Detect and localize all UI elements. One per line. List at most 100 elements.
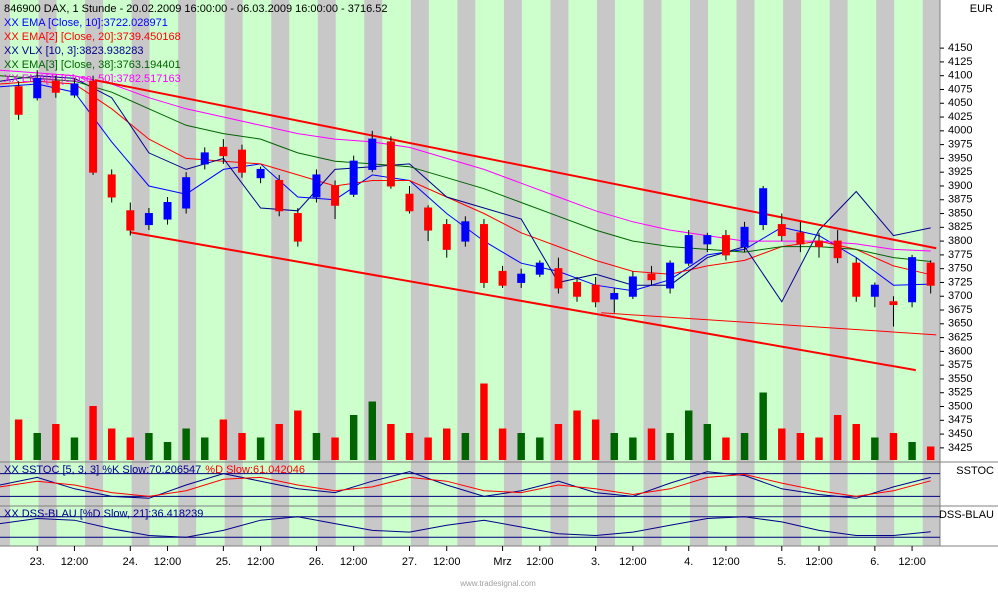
- session-gray: [457, 462, 476, 506]
- y-tick-label: 3675: [948, 304, 972, 316]
- session-gray: [690, 0, 709, 462]
- trend-line: [130, 231, 916, 372]
- y-tick-label: 3600: [948, 345, 972, 357]
- indicator-line: [0, 69, 931, 252]
- candle-body: [386, 141, 395, 187]
- volume-bar: [573, 410, 581, 460]
- candle-body: [684, 235, 693, 264]
- session-gray: [736, 462, 755, 506]
- session-gray: [364, 506, 383, 546]
- y-tick-label: 3925: [948, 166, 972, 178]
- session-gray: [457, 506, 476, 546]
- candle-body: [926, 262, 935, 286]
- volume-bar: [312, 433, 321, 460]
- session-gray: [317, 462, 336, 506]
- session-gray: [736, 506, 755, 546]
- volume-bar: [610, 433, 618, 460]
- volume-bar: [294, 410, 302, 460]
- candle-body: [293, 213, 302, 242]
- volume-bar: [387, 424, 395, 460]
- candle-body: [275, 179, 284, 212]
- y-tick-label: 4050: [948, 97, 972, 109]
- indicator-line: [0, 473, 931, 497]
- y-tick-label: 3650: [948, 318, 972, 330]
- y-tick-label: 4025: [948, 111, 972, 123]
- session-gray: [224, 462, 243, 506]
- chart-title: 846900 DAX, 1 Stunde - 20.02.2009 16:00:…: [4, 3, 387, 15]
- indicator-line: [0, 80, 931, 276]
- volume-bar: [163, 442, 172, 460]
- candle-body: [721, 235, 730, 256]
- x-tick-label: 12:00: [805, 556, 833, 568]
- session-gray: [317, 0, 336, 462]
- session-gray: [829, 0, 848, 462]
- candle-body: [908, 257, 917, 303]
- legend-entry: XX EMA[2] [Close, 20]:3739.450168: [4, 31, 181, 43]
- session-gray: [271, 506, 290, 546]
- session-gray: [0, 506, 10, 546]
- volume-bar: [201, 437, 209, 460]
- candle-body: [107, 174, 116, 198]
- candle-body: [424, 207, 433, 231]
- volume-bar: [666, 433, 674, 460]
- candle-body: [144, 213, 153, 226]
- pane-label: DSS-BLAU: [939, 509, 994, 521]
- candle-body: [498, 270, 507, 286]
- candle-body: [870, 284, 879, 297]
- indicator-line: [0, 471, 931, 499]
- volume-bar: [405, 433, 414, 460]
- x-tick-label: 24.: [123, 556, 138, 568]
- volume-bar: [703, 424, 712, 460]
- volume-bar: [461, 433, 470, 460]
- x-tick-label: 6.: [870, 556, 879, 568]
- session-gray: [596, 0, 615, 462]
- session-gray: [503, 506, 522, 546]
- volume-bar: [107, 428, 116, 460]
- legend-entry: XX VLX [10, 3]:3823.938283: [4, 45, 143, 57]
- volume-bar: [52, 424, 60, 460]
- volume-bar: [498, 428, 507, 460]
- session-gray: [876, 506, 895, 546]
- session-gray: [224, 0, 243, 462]
- volume-bar: [889, 433, 898, 460]
- candle-body: [331, 185, 340, 206]
- session-gray: [922, 506, 940, 546]
- session-gray: [178, 0, 197, 462]
- volume-bar: [33, 433, 41, 460]
- session-gray: [85, 506, 104, 546]
- session-gray: [410, 462, 429, 506]
- session-gray: [596, 506, 615, 546]
- volume-bar: [591, 419, 600, 460]
- candle-body: [815, 240, 824, 248]
- session-gray: [643, 0, 662, 462]
- candle-body: [833, 240, 842, 259]
- x-tick-label: 12:00: [247, 556, 275, 568]
- y-tick-label: 3825: [948, 221, 972, 233]
- candle-body: [628, 276, 637, 297]
- y-tick-label: 3850: [948, 207, 972, 219]
- session-gray: [0, 0, 10, 462]
- y-tick-label: 3500: [948, 400, 972, 412]
- candle-body: [405, 193, 414, 212]
- y-tick-label: 4150: [948, 42, 972, 54]
- candle-body: [368, 138, 377, 170]
- x-tick-label: 12:00: [712, 556, 740, 568]
- x-tick-label: 23.: [30, 556, 45, 568]
- volume-bar: [833, 415, 842, 460]
- candle-body: [237, 149, 246, 173]
- y-tick-label: 3775: [948, 249, 972, 261]
- x-tick-label: 26.: [309, 556, 324, 568]
- candle-body: [182, 177, 191, 209]
- axis-label: EUR: [970, 3, 993, 15]
- candle-body: [219, 146, 228, 157]
- candle-body: [442, 224, 451, 250]
- volume-bar: [517, 433, 525, 460]
- candle-body: [479, 224, 488, 283]
- session-gray: [690, 462, 709, 506]
- legend-entry: XX EMA[4] [Close, 50]:3782.517163: [4, 73, 181, 85]
- volume-bar: [815, 437, 823, 460]
- session-stripes: [0, 0, 940, 546]
- y-tick-label: 3975: [948, 139, 972, 151]
- session-gray: [690, 506, 709, 546]
- session-gray: [829, 462, 848, 506]
